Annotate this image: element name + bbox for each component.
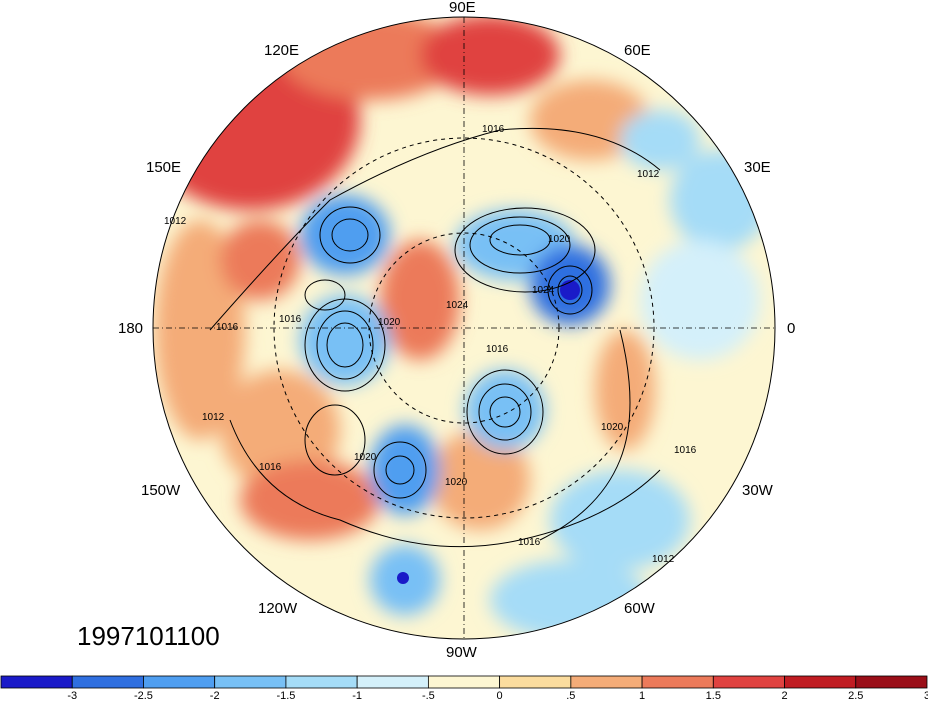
colorbar-tick-label: -2 [209, 690, 220, 702]
contour-label: 1016 [216, 322, 239, 333]
contour-label: 1016 [486, 344, 509, 355]
colorbar-swatch [356, 675, 429, 689]
map-boundary [152, 16, 776, 640]
colorbar-tick-label: -.5 [421, 690, 435, 702]
longitude-label-90w: 90W [446, 644, 477, 661]
colorbar-swatch [855, 675, 928, 689]
contour-label: 1020 [354, 452, 377, 463]
colorbar-swatch [214, 675, 287, 689]
contour-label: 1020 [445, 477, 468, 488]
colorbar-swatch [143, 675, 216, 689]
contour-label: 1024 [532, 285, 555, 296]
contour-label: 1016 [259, 462, 282, 473]
longitude-label-120e: 120E [264, 42, 300, 59]
longitude-label-60e: 60E [624, 42, 651, 59]
contour-label: 1016 [279, 314, 302, 325]
contour-label: 1012 [164, 216, 187, 227]
colorbar-tick-label: -2.5 [133, 690, 153, 702]
longitude-label-30e: 30E [744, 159, 771, 176]
colorbar-swatch [285, 675, 358, 689]
colorbar-tick-label: 2.5 [848, 690, 864, 702]
colorbar-swatch [712, 675, 785, 689]
contour-label: 1024 [446, 300, 469, 311]
colorbar-tick-label: 0 [496, 690, 503, 702]
contour-label: 1020 [548, 234, 571, 245]
longitude-label-150e: 150E [146, 159, 182, 176]
contour-label: 1020 [601, 422, 624, 433]
longitude-label-120w: 120W [258, 600, 298, 617]
longitude-label-180: 180 [118, 320, 144, 337]
colorbar-swatch [499, 675, 572, 689]
colorbar-swatch [427, 675, 501, 689]
colorbar-swatch [641, 675, 714, 689]
longitude-label-30w: 30W [742, 482, 773, 499]
contour-label: 1016 [482, 124, 505, 135]
colorbar-tick-label: 1.5 [705, 690, 721, 702]
colorbar-tick-label: .5 [566, 690, 576, 702]
contour-label: 1012 [637, 169, 660, 180]
longitude-label-0: 0 [787, 320, 796, 337]
contour-label: 1016 [518, 537, 541, 548]
colorbar [0, 675, 928, 689]
contour-value-labels: 1016 1012 1012 1016 1016 1020 1024 1020 … [164, 124, 697, 565]
longitude-label-60w: 60W [624, 600, 655, 617]
colorbar-swatch [784, 675, 857, 689]
colorbar-swatch [570, 675, 643, 689]
longitude-label-90e: 90E [449, 0, 476, 16]
contour-label: 1016 [674, 445, 697, 456]
colorbar-tick-label: 3 [923, 690, 928, 702]
contour-label: 1012 [652, 554, 675, 565]
colorbar-tick-label: 1 [639, 690, 646, 702]
contour-label: 1012 [202, 412, 225, 423]
longitude-label-150w: 150W [141, 482, 181, 499]
colorbar-swatch [71, 675, 144, 689]
date-time-label: 1997101100 [77, 621, 220, 651]
colorbar-swatch [0, 675, 73, 689]
colorbar-tick-label: -3 [67, 690, 78, 702]
colorbar-tick-label: 2 [781, 690, 788, 702]
contour-label: 1020 [378, 317, 401, 328]
colorbar-tick-label: -1 [352, 690, 363, 702]
pressure-contours [209, 127, 661, 548]
colorbar-tick-label: -1.5 [276, 690, 296, 702]
